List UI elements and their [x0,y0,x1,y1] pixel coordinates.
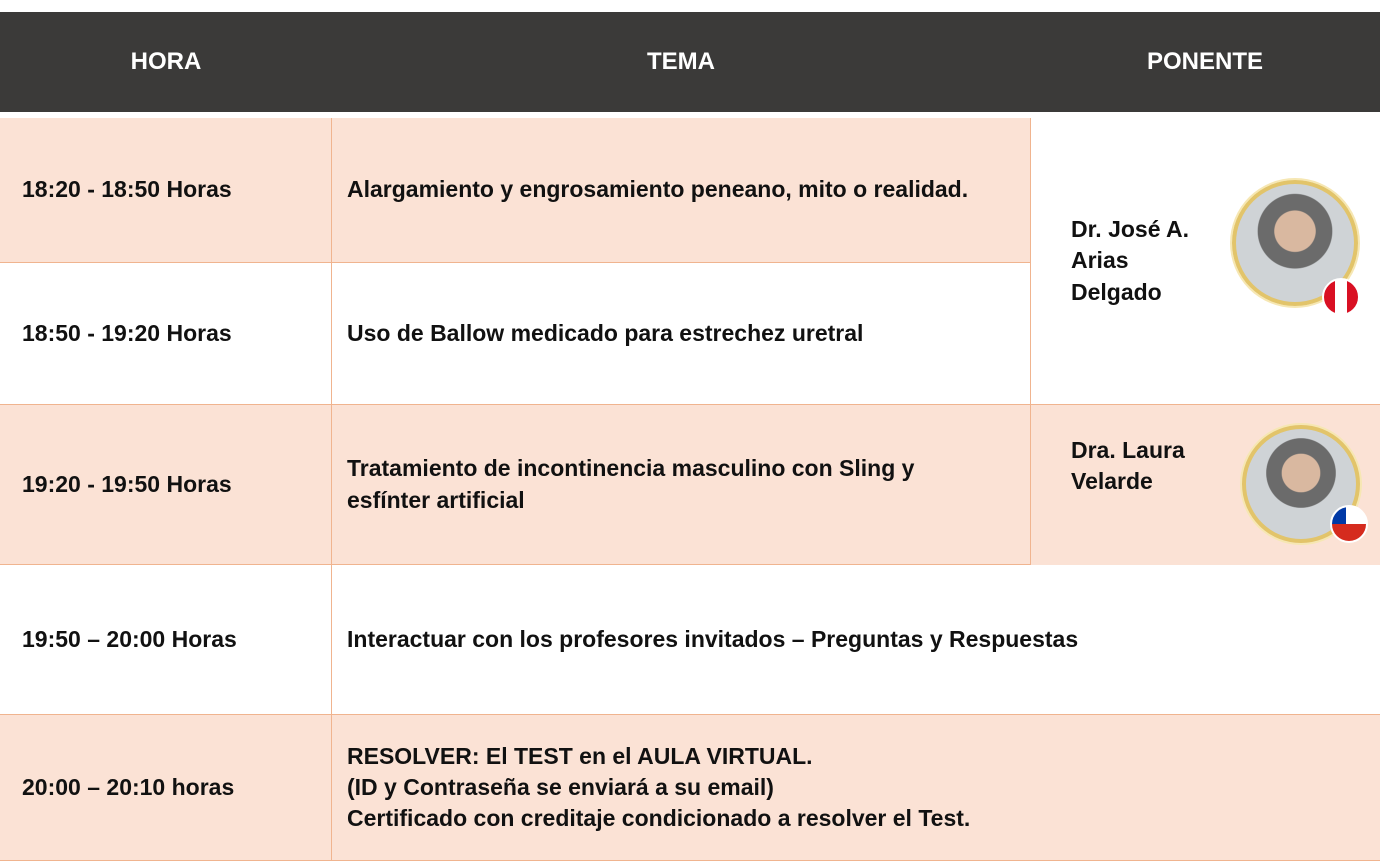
tema-cell: Alargamiento y engrosamiento peneano, mi… [332,118,1030,263]
tema-cell: Tratamiento de incontinencia masculino c… [332,405,1030,565]
ponente-line: Dr. José A. [1071,216,1190,243]
tema-line: (ID y Contraseña se enviará a su email) [347,773,774,800]
flag-peru [1322,278,1360,316]
tema-line: Interactuar con los profesores invitados… [347,625,1079,652]
tema-cell: Uso de Ballow medicado para estrechez ur… [332,263,1030,405]
tema-text: Interactuar con los profesores invitados… [347,624,1078,655]
ponente-line: Delgado [1071,278,1162,305]
ponente-line: Dra. Laura [1071,437,1185,463]
hora-text: 18:50 - 19:20 Horas [22,319,232,346]
ponente-line: Velarde [1071,468,1153,495]
tema-line: Tratamiento de incontinencia masculino c… [347,455,915,513]
hora-cell: 19:20 - 19:50 Horas [0,405,332,565]
tema-cell: RESOLVER: El TEST en el AULA VIRTUAL. (ID… [332,715,1380,861]
tema-line: Alargamiento y engrosamiento peneano, mi… [347,176,969,203]
hora-text: 20:00 – 20:10 horas [22,773,235,800]
tema-line: RESOLVER: El TEST en el AULA VIRTUAL. [347,742,813,769]
hora-text: 18:20 - 18:50 Horas [22,176,232,203]
tema-text: Uso de Ballow medicado para estrechez ur… [347,318,863,349]
header-cell: HORA [0,12,332,112]
speaker-photo [1232,180,1358,306]
hora-cell: 20:00 – 20:10 horas [0,715,332,861]
hora-cell: 18:20 - 18:50 Horas [0,118,332,263]
tema-text: RESOLVER: El TEST en el AULA VIRTUAL. (ID… [347,741,970,834]
hora-cell: 19:50 – 20:00 Horas [0,565,332,715]
ponente-name: Dr. José A. Arias Delgado [1071,214,1189,307]
hora-text: 19:20 - 19:50 Horas [22,470,232,497]
ponente-line: Arias [1071,247,1129,274]
tema-text: Tratamiento de incontinencia masculino c… [347,453,967,515]
header-cell: PONENTE [1030,12,1380,112]
tema-text: Alargamiento y engrosamiento peneano, mi… [347,174,968,205]
hora-cell: 18:50 - 19:20 Horas [0,263,332,405]
ponente-name: Dra. Laura Velarde [1071,435,1185,497]
flag-chile [1330,505,1368,543]
header-cell: TEMA [332,12,1030,112]
hora-text: 19:50 – 20:00 Horas [22,625,237,652]
tema-cell: Interactuar con los profesores invitados… [332,565,1380,715]
tema-line: Certificado con creditaje condicionado a… [347,805,971,832]
tema-line: Uso de Ballow medicado para estrechez ur… [347,319,864,346]
ponente-cell: Dr. José A. Arias Delgado [1030,118,1380,405]
